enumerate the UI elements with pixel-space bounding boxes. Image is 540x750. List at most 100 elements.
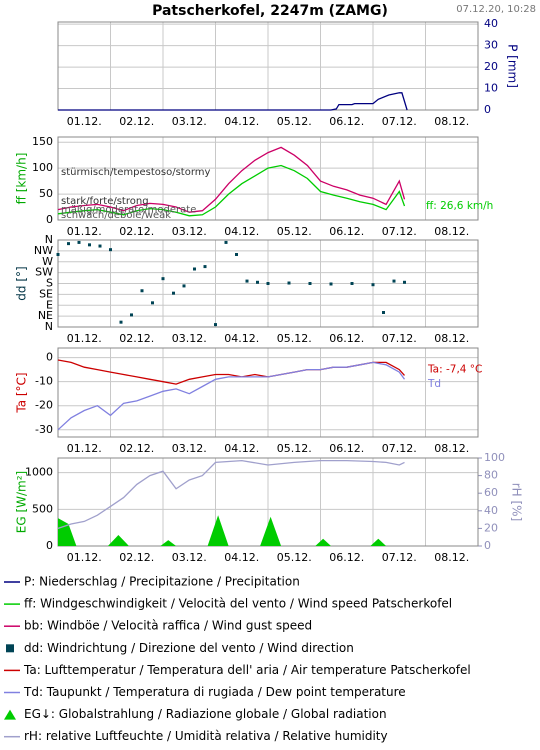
y2-tick-label: 40 [484,504,498,517]
legend-label: rH: relative Luftfeuchte / Umidità relat… [24,729,388,743]
x-tick-label: 04.12. [224,225,259,238]
y2-tick-label: 0 [484,539,491,552]
x-tick-label: 01.12. [67,332,102,345]
x-tick-label: 06.12. [329,115,364,128]
series-line [57,359,405,385]
plot-frame [57,239,479,328]
y-tick-label: NW [34,244,53,257]
x-tick-label: 04.12. [224,442,259,455]
point [235,253,238,256]
y-tick-label: 0 [46,351,53,364]
point [371,283,375,287]
x-tick-label: 04.12. [224,115,259,128]
y-tick-label: 1000 [25,466,53,479]
y2-axis-label: rH [%] [510,483,524,522]
legend-label: ff: Windgeschwindigkeit / Velocità del v… [24,597,452,611]
x-tick-label: 06.12. [329,551,364,564]
point [109,248,112,252]
annotation: stürmisch/tempestoso/stormy [61,167,211,178]
point [151,301,154,305]
x-tick-label: 02.12. [119,115,154,128]
legend-symbol [4,709,16,720]
point [182,284,186,288]
x-tick-label: 01.12. [67,115,102,128]
y-tick-label: 0 [46,213,53,226]
annotation: stark/forte/strong [61,196,149,207]
y-tick-label: 0 [46,539,53,552]
x-tick-label: 08.12. [434,332,469,345]
x-tick-label: 07.12. [382,225,417,238]
x-tick-label: 08.12. [434,442,469,455]
x-tick-label: 07.12. [382,332,417,345]
point [203,265,207,269]
y-axis-label: ff [km/h] [15,153,29,205]
point [403,280,406,284]
x-tick-label: 01.12. [67,551,102,564]
point [382,311,385,314]
y-tick-label: 50 [39,187,53,200]
point [392,279,396,283]
annotation: ff: 26,6 km/h [426,200,493,212]
x-tick-label: 03.12. [172,442,207,455]
y2-tick-label: 100 [484,451,505,464]
x-tick-label: 07.12. [382,442,417,455]
title: Patscherkofel, 2247m (ZAMG) [152,3,388,19]
legend-label: dd: Windrichtung / Direzione del vento /… [24,641,354,655]
point [130,313,133,317]
y-tick-label: 20 [484,60,498,73]
x-tick-label: 02.12. [119,442,154,455]
y-axis-label: EG [W/m²] [15,471,29,533]
x-tick-label: 05.12. [277,225,312,238]
x-tick-label: 04.12. [224,551,259,564]
x-tick-label: 02.12. [119,332,154,345]
y-tick-label: -20 [35,399,53,412]
x-tick-label: 03.12. [172,225,207,238]
annotation: Td [427,378,441,390]
legend-label: EG↓: Globalstrahlung / Radiazione global… [24,707,387,721]
point [67,242,70,246]
y-tick-label: 150 [32,135,53,148]
x-tick-label: 04.12. [224,332,259,345]
x-tick-label: 06.12. [329,332,364,345]
y-tick-label: S [46,277,53,290]
annotation: mäßig/moderato/moderate [61,205,196,216]
annotation: schwach/debole/weak [61,210,171,221]
y2-tick-label: 80 [484,469,498,482]
y2-tick-label: 60 [484,486,498,499]
point [245,279,249,283]
x-tick-label: 08.12. [434,551,469,564]
y-tick-label: -30 [35,423,53,436]
y-tick-label: NE [38,309,53,322]
plot-frame [57,136,479,221]
x-tick-label: 05.12. [277,115,312,128]
x-tick-label: 01.12. [67,225,102,238]
y-tick-label: -10 [35,375,53,388]
y-tick-label: W [42,255,53,268]
point [140,289,144,293]
series-line [58,92,408,111]
point [88,243,91,247]
point [56,253,60,256]
x-tick-label: 05.12. [277,551,312,564]
x-tick-label: 02.12. [119,225,154,238]
point [308,282,312,285]
point [224,240,228,244]
timestamp: 07.12.20, 10:28 [456,4,536,15]
y-axis-label: P [mm] [506,44,520,88]
point [119,320,123,324]
series-line [57,164,406,217]
x-tick-label: 06.12. [329,225,364,238]
series-area [58,515,387,546]
y-tick-label: 40 [484,17,498,30]
point [161,277,165,281]
y2-tick-label: 20 [484,521,498,534]
point [350,282,354,285]
y-tick-label: 10 [484,82,498,95]
x-tick-label: 02.12. [119,551,154,564]
x-tick-label: 03.12. [172,115,207,128]
point [98,244,102,248]
point [287,281,291,285]
y-tick-label: E [46,298,53,311]
legend-label: Ta: Lufttemperatur / Temperatura dell' a… [23,663,471,677]
